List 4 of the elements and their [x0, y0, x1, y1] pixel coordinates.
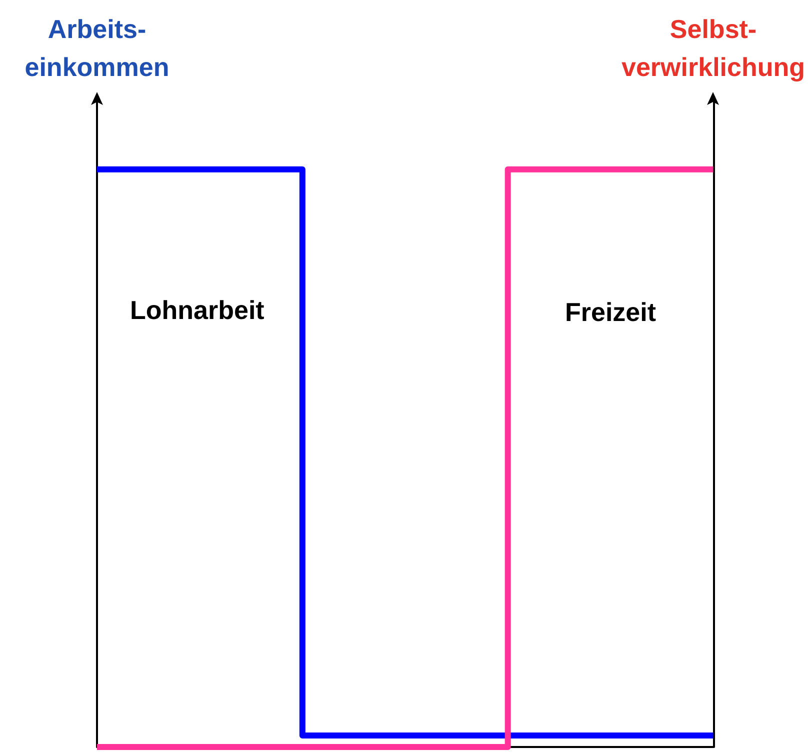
annotation: Lohnarbeit: [130, 295, 265, 325]
y-axis-title: Arbeits- einkommen: [24, 14, 170, 82]
y2-axis-title: Selbst- verwirklichung: [622, 14, 805, 82]
annotation: Freizeit: [565, 297, 656, 327]
